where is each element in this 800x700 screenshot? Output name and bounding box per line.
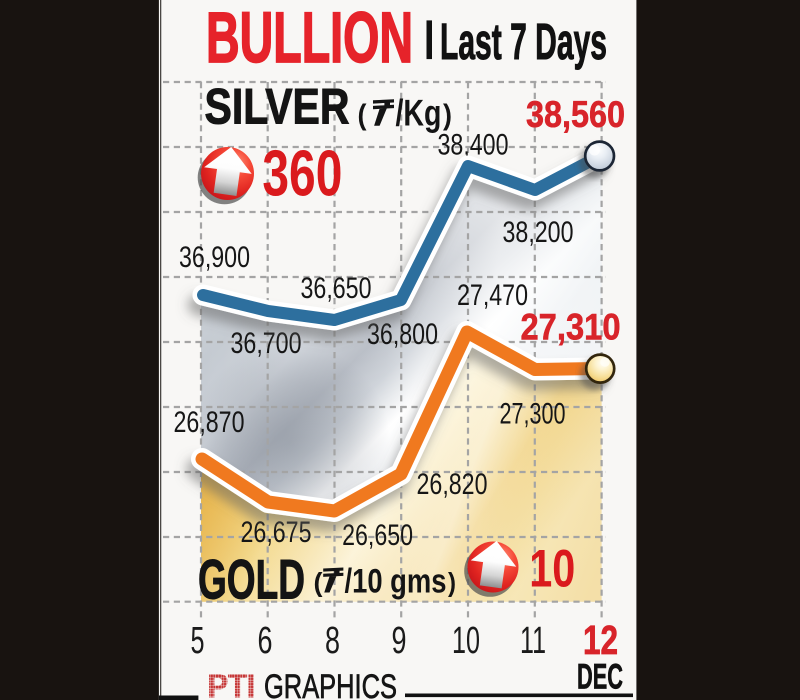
svg-text:GRAPHICS: GRAPHICS	[264, 668, 397, 700]
svg-text:360: 360	[262, 137, 342, 210]
svg-text:9: 9	[392, 620, 407, 662]
svg-text:27,310: 27,310	[521, 307, 621, 348]
svg-text:27,300: 27,300	[500, 398, 566, 431]
svg-text:26,870: 26,870	[174, 406, 245, 439]
svg-text:38,560: 38,560	[526, 94, 625, 135]
svg-text:8: 8	[325, 620, 340, 662]
svg-text:12: 12	[583, 617, 618, 663]
svg-text:Last 7 Days: Last 7 Days	[440, 13, 607, 70]
svg-text:PTI: PTI	[208, 668, 256, 700]
svg-text:GOLD: GOLD	[198, 547, 305, 610]
svg-text:26,820: 26,820	[417, 468, 488, 501]
svg-text:36,800: 36,800	[367, 318, 438, 351]
svg-text:26,650: 26,650	[342, 519, 413, 552]
svg-text:38,400: 38,400	[438, 128, 509, 161]
svg-text:(: (	[314, 568, 323, 598]
svg-text:6: 6	[258, 620, 273, 662]
svg-text:36,700: 36,700	[231, 327, 302, 360]
svg-text:36,900: 36,900	[179, 241, 250, 274]
svg-text:11: 11	[520, 620, 546, 662]
svg-text:36,650: 36,650	[301, 272, 372, 305]
svg-text:/Kg: /Kg	[396, 93, 442, 134]
svg-text:10: 10	[529, 540, 575, 599]
svg-text:DEC: DEC	[577, 658, 623, 697]
svg-text:PTI: PTI	[207, 668, 255, 700]
svg-text:): )	[448, 568, 456, 598]
svg-text:(: (	[358, 100, 367, 132]
svg-text:SILVER: SILVER	[205, 79, 350, 135]
svg-text:10: 10	[452, 620, 480, 662]
svg-text:BULLION: BULLION	[206, 0, 413, 78]
svg-text:38,200: 38,200	[503, 216, 574, 249]
svg-text:27,470: 27,470	[457, 279, 528, 312]
svg-text:5: 5	[191, 620, 205, 662]
svg-text:): )	[443, 100, 452, 132]
svg-text:26,675: 26,675	[241, 516, 312, 549]
svg-text:/10 gms: /10 gms	[345, 563, 447, 601]
